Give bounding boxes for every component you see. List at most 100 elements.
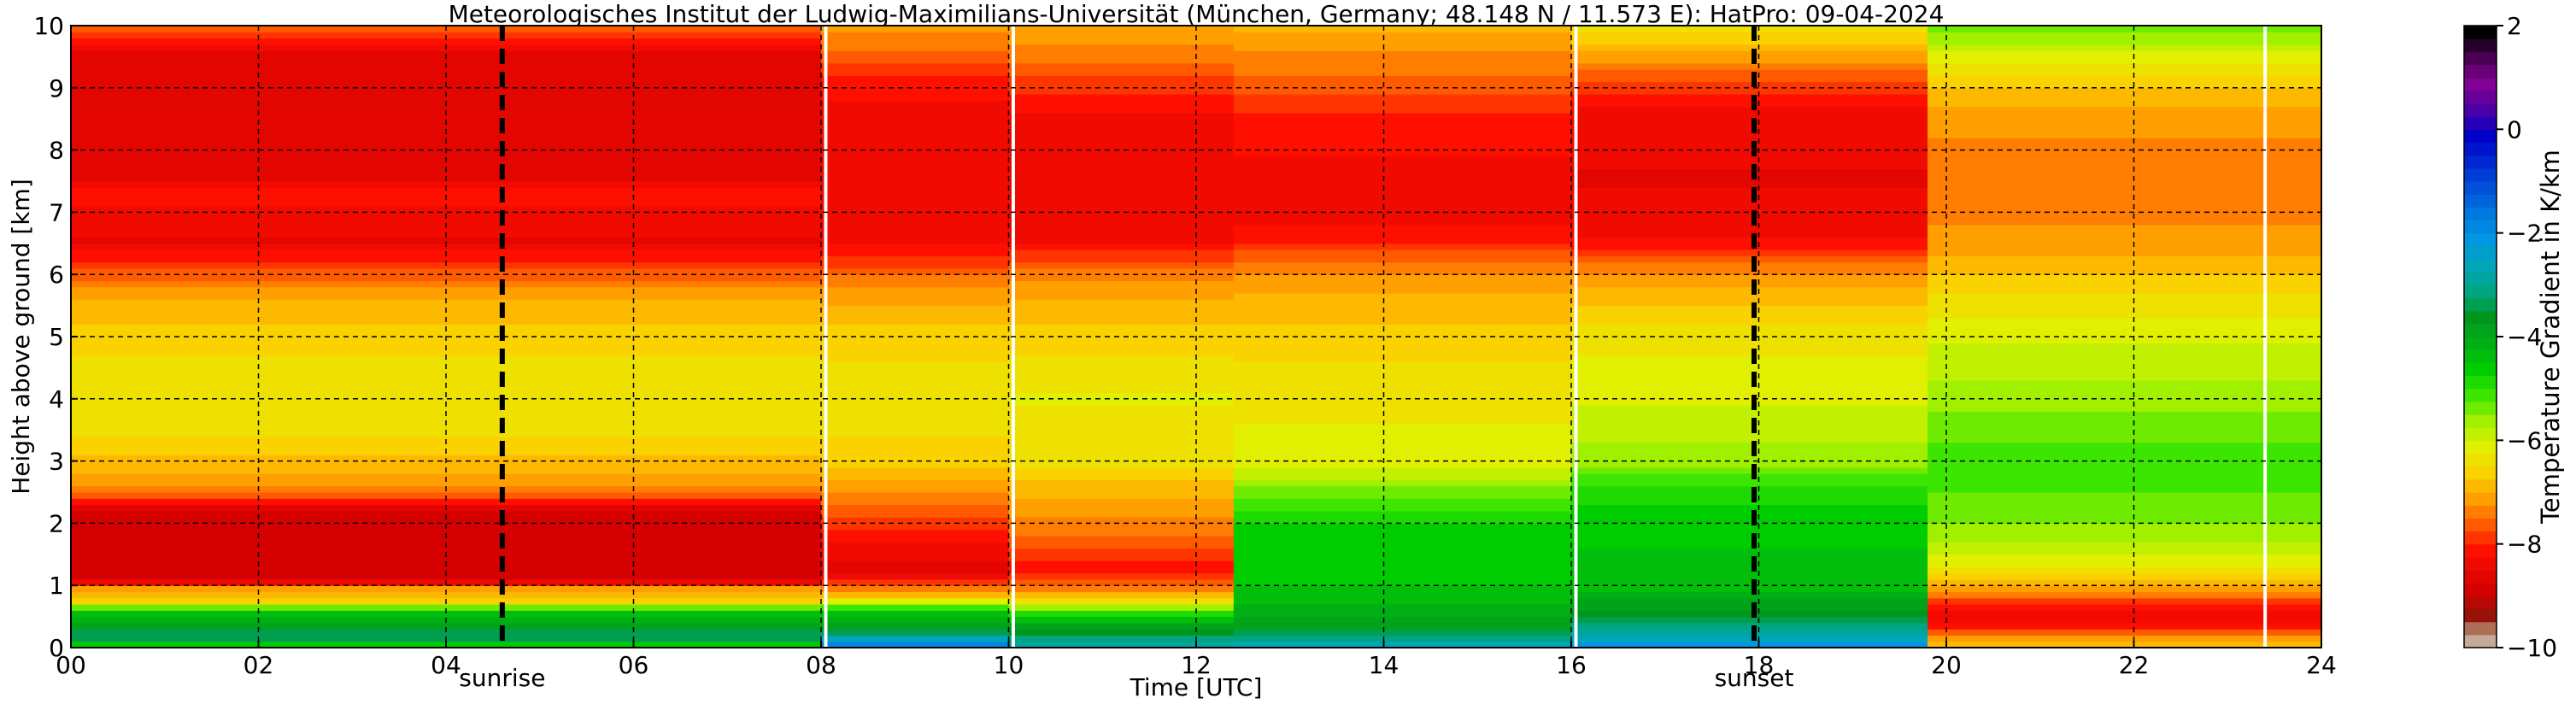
heatmap-cell — [1928, 379, 2322, 387]
heatmap-cell — [1008, 305, 1235, 313]
colorbar-segment — [2464, 595, 2497, 610]
heatmap-cell — [1008, 504, 1235, 512]
heatmap-cell — [1233, 318, 1572, 326]
heatmap-cell — [1571, 510, 1928, 518]
heatmap-cell — [1571, 286, 1928, 294]
heatmap-cell — [1233, 144, 1572, 151]
heatmap-cell — [1571, 68, 1928, 76]
heatmap-cell — [1928, 498, 2322, 506]
heatmap-cell — [1928, 373, 2322, 381]
sunset-label: sunset — [1715, 664, 1794, 692]
heatmap-cell — [1928, 386, 2322, 394]
heatmap-cell — [1233, 405, 1572, 412]
colorbar-segment — [2464, 51, 2497, 66]
heatmap-cell — [1571, 417, 1928, 425]
heatmap-cell — [821, 293, 1010, 300]
heatmap-cell — [1008, 629, 1235, 637]
heatmap-cell — [1233, 199, 1572, 207]
heatmap-cell — [1571, 87, 1928, 95]
y-axis: 0 1 2 3 4 5 6 7 8 9 10 — [33, 12, 78, 662]
heatmap-cell — [1008, 572, 1235, 580]
heatmap-cell — [1928, 100, 2322, 108]
heatmap-cell — [821, 548, 1010, 555]
heatmap-cell — [821, 529, 1010, 537]
heatmap-cell — [1928, 299, 2322, 307]
heatmap-cell — [1928, 554, 2322, 561]
heatmap-cell — [1928, 50, 2322, 57]
heatmap-cell — [1233, 324, 1572, 331]
heatmap-cell — [1008, 131, 1235, 138]
heatmap-cell — [1233, 94, 1572, 101]
heatmap-cell — [71, 572, 822, 580]
colorbar: −10 −8 −6 −4 −2 0 2 — [2463, 12, 2557, 662]
heatmap-cell — [71, 405, 822, 412]
heatmap-cell — [1233, 274, 1572, 282]
heatmap-cell — [1928, 38, 2322, 45]
heatmap-cell — [1233, 529, 1572, 537]
heatmap-cell — [821, 174, 1010, 182]
heatmap-cell — [1233, 485, 1572, 493]
heatmap-cell — [1233, 423, 1572, 431]
heatmap-cell — [1571, 542, 1928, 549]
colorbar-segment — [2464, 362, 2497, 377]
heatmap-cell — [821, 510, 1010, 518]
heatmap-cell — [71, 187, 822, 195]
heatmap-cell — [1233, 50, 1572, 57]
heatmap-cell — [1008, 436, 1235, 443]
heatmap-cell — [1233, 299, 1572, 307]
colorbar-segment — [2464, 414, 2497, 428]
heatmap-cell — [1008, 261, 1235, 269]
heatmap-cell — [821, 504, 1010, 512]
heatmap-cell — [1571, 566, 1928, 574]
heatmap-cell — [821, 212, 1010, 220]
heatmap-cell — [1571, 554, 1928, 561]
heatmap-cell — [1233, 473, 1572, 481]
heatmap-cell — [1233, 379, 1572, 387]
heatmap-cell — [1928, 44, 2322, 51]
heatmap-cell — [1233, 224, 1572, 232]
heatmap-cell — [1233, 442, 1572, 449]
colorbar-segment — [2464, 310, 2497, 325]
colorbar-segment — [2464, 129, 2497, 144]
heatmap-cell — [821, 168, 1010, 176]
heatmap-cell — [71, 492, 822, 499]
x-tick-label: 06 — [619, 651, 649, 679]
heatmap-cell — [1233, 417, 1572, 425]
heatmap-cell — [1008, 62, 1235, 70]
y-tick-label: 7 — [49, 198, 64, 226]
heatmap-cell — [1928, 466, 2322, 474]
heatmap-cell — [1571, 361, 1928, 368]
y-tick-label: 5 — [49, 323, 64, 351]
heatmap-cell — [1008, 231, 1235, 238]
heatmap-cell — [821, 461, 1010, 468]
heatmap-cell — [1571, 535, 1928, 543]
heatmap-cell — [1233, 305, 1572, 313]
heatmap-cell — [1928, 94, 2322, 101]
heatmap-cell — [821, 311, 1010, 319]
heatmap-cell — [1571, 100, 1928, 108]
colorbar-segment — [2464, 116, 2497, 130]
heatmap-cell — [1008, 367, 1235, 375]
heatmap-cell — [1928, 68, 2322, 76]
heatmap-cell — [1233, 330, 1572, 337]
heatmap-cell — [1928, 449, 2322, 455]
heatmap-cell — [1928, 597, 2322, 605]
heatmap-cell — [821, 517, 1010, 524]
heatmap-cell — [1571, 379, 1928, 387]
heatmap-cell — [1008, 75, 1235, 83]
heatmap-cell — [1233, 535, 1572, 543]
heatmap-cell — [1008, 50, 1235, 57]
heatmap-cell — [1008, 150, 1235, 157]
heatmap-cell — [1008, 32, 1235, 39]
heatmap-cell — [1233, 373, 1572, 381]
colorbar-tick-label: −10 — [2507, 634, 2557, 662]
heatmap-cell — [1008, 492, 1235, 499]
heatmap-cell — [1008, 355, 1235, 362]
heatmap-cell — [1571, 243, 1928, 250]
heatmap-cell — [71, 311, 822, 319]
heatmap-cell — [1928, 261, 2322, 269]
heatmap-cell — [71, 498, 822, 506]
heatmap-cell — [1928, 330, 2322, 337]
heatmap-cell — [821, 261, 1010, 269]
heatmap-cell — [1233, 542, 1572, 549]
